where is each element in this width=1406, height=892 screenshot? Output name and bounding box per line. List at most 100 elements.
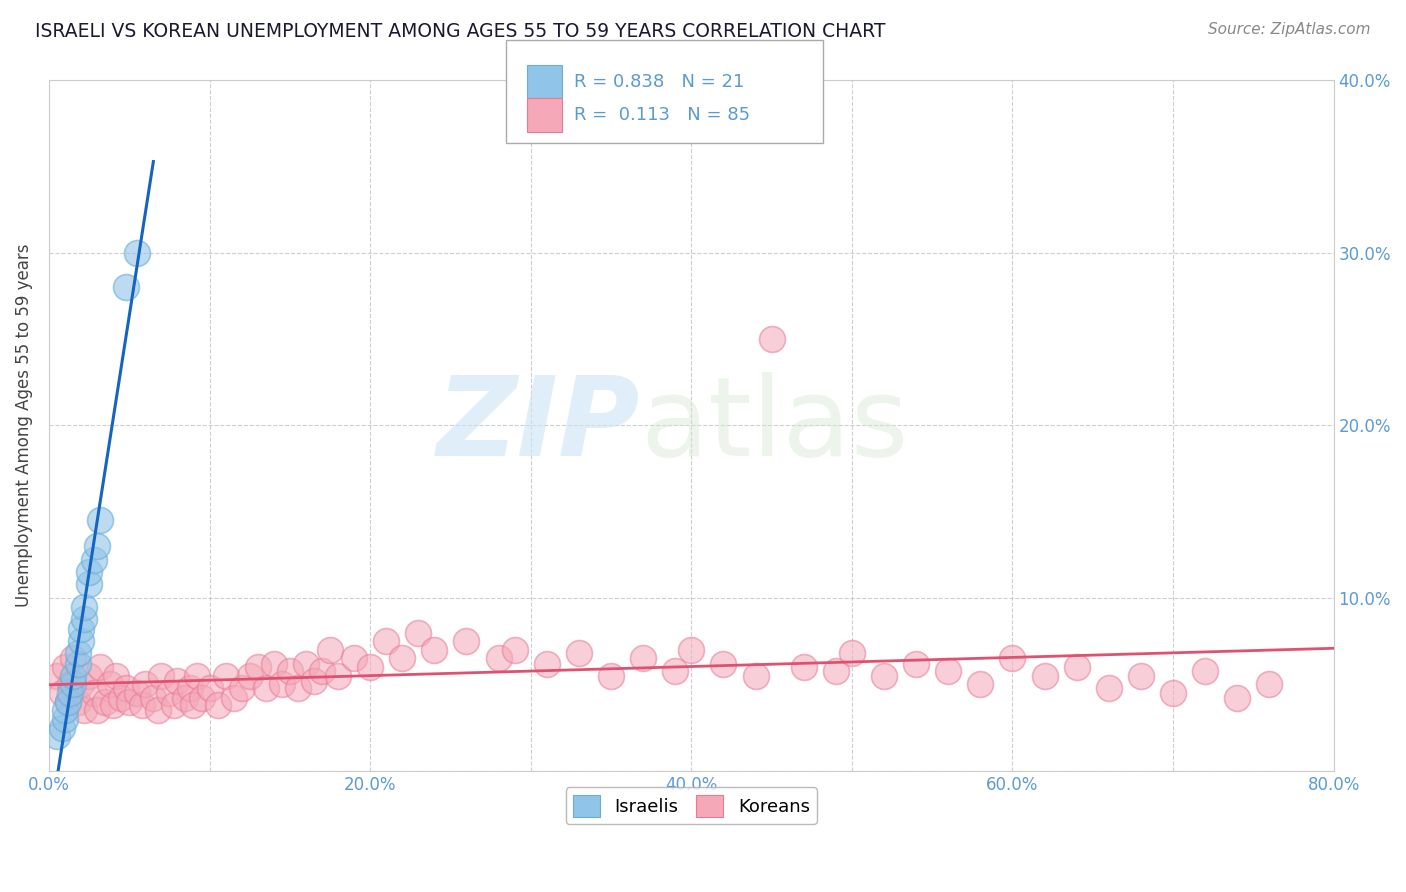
Point <box>600 669 623 683</box>
Point <box>46 729 69 743</box>
Point <box>98 677 121 691</box>
Point <box>174 691 197 706</box>
Point <box>46 669 69 683</box>
Point <box>1161 686 1184 700</box>
Point <box>62 677 84 691</box>
Point <box>375 634 398 648</box>
Point <box>824 664 846 678</box>
Point <box>83 553 105 567</box>
Point <box>53 660 76 674</box>
Point <box>214 669 236 683</box>
Point <box>287 681 309 695</box>
Point <box>86 703 108 717</box>
Point <box>70 677 93 691</box>
Point <box>905 657 928 671</box>
Point <box>70 622 93 636</box>
Point <box>166 673 188 688</box>
Point <box>179 681 201 695</box>
Point <box>66 657 89 671</box>
Point <box>841 646 863 660</box>
Point <box>1098 681 1121 695</box>
Point <box>270 677 292 691</box>
Point <box>157 686 180 700</box>
Legend: Israelis, Koreans: Israelis, Koreans <box>565 788 817 824</box>
Point <box>503 642 526 657</box>
Point <box>1001 651 1024 665</box>
Point <box>51 686 73 700</box>
Point <box>58 695 80 709</box>
Point <box>873 669 896 683</box>
Point <box>231 681 253 695</box>
Point <box>1226 691 1249 706</box>
Point <box>127 686 149 700</box>
Point <box>134 677 156 691</box>
Point <box>408 625 430 640</box>
Point <box>1194 664 1216 678</box>
Point <box>115 681 138 695</box>
Point <box>343 651 366 665</box>
Point <box>77 669 100 683</box>
Point <box>86 539 108 553</box>
Point <box>198 681 221 695</box>
Point <box>163 698 186 712</box>
Text: Source: ZipAtlas.com: Source: ZipAtlas.com <box>1208 22 1371 37</box>
Point <box>58 695 80 709</box>
Point <box>77 565 100 579</box>
Point <box>110 691 132 706</box>
Point <box>150 669 173 683</box>
Point <box>51 721 73 735</box>
Point <box>254 681 277 695</box>
Point <box>969 677 991 691</box>
Point <box>66 646 89 660</box>
Point <box>94 695 117 709</box>
Point <box>53 712 76 726</box>
Point <box>713 657 735 671</box>
Point <box>190 691 212 706</box>
Point <box>456 634 478 648</box>
Point <box>70 634 93 648</box>
Point <box>1033 669 1056 683</box>
Text: R =  0.113   N = 85: R = 0.113 N = 85 <box>574 106 749 124</box>
Point <box>59 677 82 691</box>
Point <box>319 642 342 657</box>
Point <box>73 703 96 717</box>
Point <box>73 599 96 614</box>
Point <box>536 657 558 671</box>
Point <box>66 695 89 709</box>
Point <box>62 651 84 665</box>
Text: ISRAELI VS KOREAN UNEMPLOYMENT AMONG AGES 55 TO 59 YEARS CORRELATION CHART: ISRAELI VS KOREAN UNEMPLOYMENT AMONG AGE… <box>35 22 886 41</box>
Point <box>761 332 783 346</box>
Point <box>127 245 149 260</box>
Point <box>1258 677 1281 691</box>
Point <box>423 642 446 657</box>
Point <box>744 669 766 683</box>
Point <box>311 664 333 678</box>
Point <box>77 577 100 591</box>
Point <box>105 669 128 683</box>
Point <box>239 669 262 683</box>
Point <box>793 660 815 674</box>
Point <box>89 660 111 674</box>
Point <box>222 691 245 706</box>
Point <box>89 513 111 527</box>
Point <box>1066 660 1088 674</box>
Point <box>295 657 318 671</box>
Point <box>326 669 349 683</box>
Point <box>186 669 208 683</box>
Point <box>1129 669 1152 683</box>
Point <box>183 698 205 712</box>
Point <box>83 686 105 700</box>
Point <box>681 642 703 657</box>
Point <box>568 646 591 660</box>
Text: atlas: atlas <box>640 372 908 479</box>
Point <box>391 651 413 665</box>
Point <box>936 664 959 678</box>
Point <box>664 664 686 678</box>
Point <box>359 660 381 674</box>
Point <box>103 698 125 712</box>
Point <box>302 673 325 688</box>
Point <box>131 698 153 712</box>
Point <box>488 651 510 665</box>
Text: ZIP: ZIP <box>436 372 640 479</box>
Point <box>246 660 269 674</box>
